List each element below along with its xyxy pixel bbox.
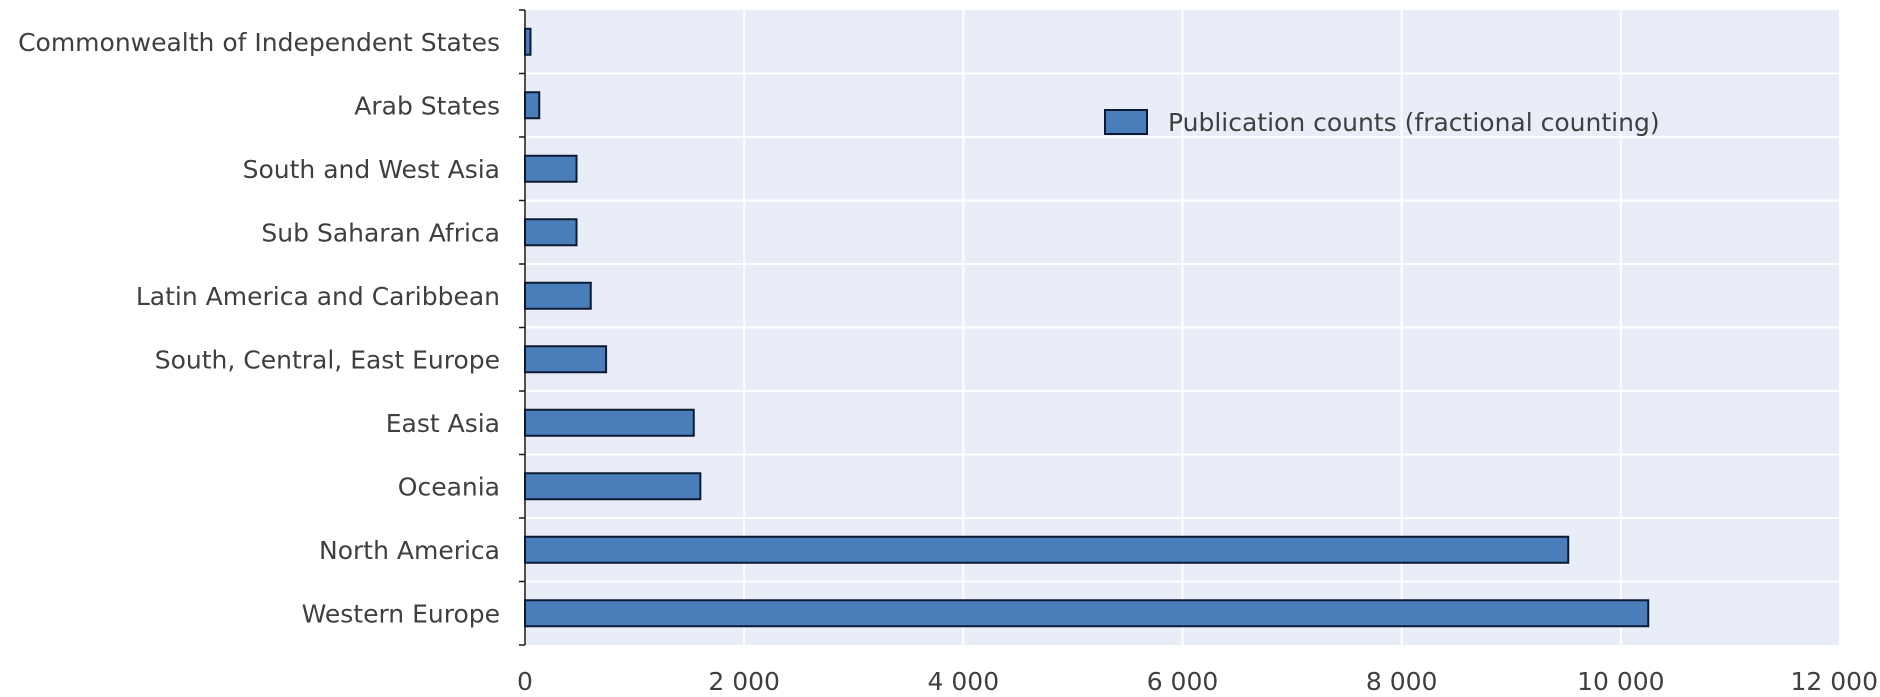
x-tick-label: 2 000 — [708, 667, 780, 696]
category-label: South, Central, East Europe — [155, 345, 500, 374]
legend-swatch — [1104, 109, 1148, 135]
x-tick-label: 0 — [517, 667, 533, 696]
x-tick-label: 12 000 — [1791, 667, 1878, 696]
legend-label: Publication counts (fractional counting) — [1168, 108, 1660, 137]
bar — [524, 91, 541, 120]
category-label: South and West Asia — [243, 155, 500, 184]
category-label: Commonwealth of Independent States — [18, 28, 500, 57]
bar — [524, 599, 1650, 628]
bars — [524, 27, 1650, 628]
x-axis-ticks: 0 2 000 4 000 6 000 8 000 10 000 12 000 — [517, 667, 1878, 696]
category-label: Oceania — [398, 472, 500, 501]
bar — [524, 27, 532, 56]
category-label: North America — [319, 536, 500, 565]
bar — [524, 408, 695, 437]
category-label: Sub Saharan Africa — [261, 218, 500, 247]
bar — [524, 535, 1570, 564]
gridlines — [519, 9, 1841, 646]
x-tick-label: 10 000 — [1577, 667, 1664, 696]
bar — [524, 218, 578, 247]
x-tick-label: 6 000 — [1147, 667, 1219, 696]
bar — [524, 472, 702, 501]
legend: Publication counts (fractional counting) — [1104, 108, 1660, 137]
category-label: Western Europe — [302, 599, 500, 628]
x-tick-label: 8 000 — [1366, 667, 1438, 696]
category-labels: Commonwealth of Independent States Arab S… — [18, 28, 500, 629]
x-tick-label: 4 000 — [928, 667, 1000, 696]
bar — [524, 154, 578, 183]
category-label: Arab States — [354, 91, 500, 120]
category-label: East Asia — [386, 409, 500, 438]
category-label: Latin America and Caribbean — [136, 282, 500, 311]
bar — [524, 281, 592, 310]
bar — [524, 345, 608, 374]
